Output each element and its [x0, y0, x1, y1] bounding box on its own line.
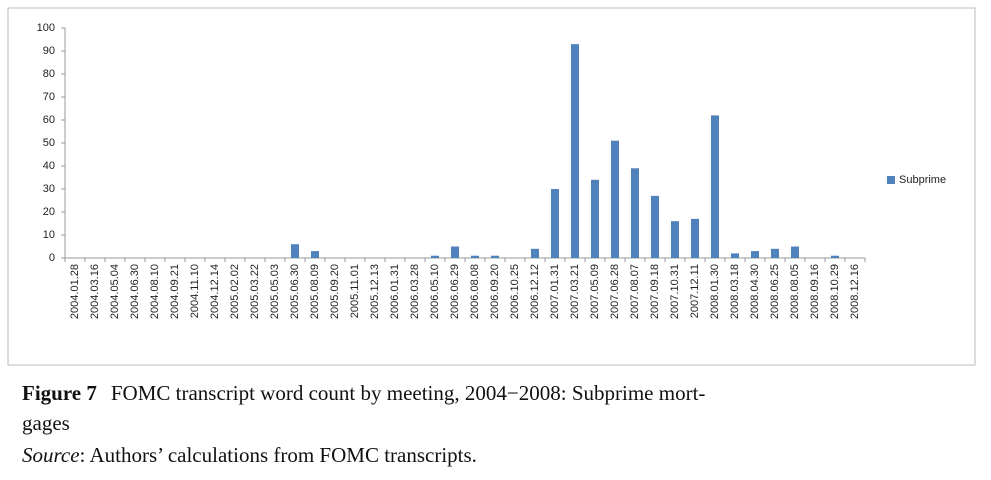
x-tick-label: 2006.05.10	[429, 264, 441, 319]
x-tick-label: 2005.02.02	[229, 264, 241, 319]
x-tick-label: 2004.11.10	[189, 264, 201, 318]
x-tick-label: 2007.03.21	[569, 264, 581, 319]
bar	[631, 168, 639, 258]
source: Source: Authors’ calculations from FOMC …	[22, 443, 477, 467]
source-text: : Authors’ calculations from FOMC transc…	[80, 443, 477, 467]
x-tick-label: 2005.08.09	[309, 264, 321, 319]
bar	[711, 115, 719, 259]
x-tick-label: 2008.04.30	[749, 264, 761, 319]
y-tick-label: 50	[43, 137, 55, 149]
x-tick-label: 2008.10.29	[829, 264, 841, 319]
y-tick-label: 0	[49, 252, 55, 264]
bar	[451, 246, 459, 258]
x-tick-label: 2008.03.18	[729, 264, 741, 319]
y-tick-label: 30	[43, 183, 55, 195]
x-tick-label: 2007.05.09	[589, 264, 601, 319]
x-tick-label: 2008.09.16	[809, 264, 821, 319]
x-tick-label: 2007.09.18	[649, 264, 661, 319]
x-tick-label: 2004.09.21	[169, 264, 181, 319]
bar	[591, 179, 599, 258]
y-tick-label: 80	[43, 68, 55, 80]
bar	[651, 195, 659, 258]
x-tick-label: 2006.03.28	[409, 264, 421, 319]
x-tick-label: 2005.12.13	[369, 264, 381, 319]
x-tick-label: 2004.05.04	[109, 264, 121, 319]
bar	[691, 218, 699, 258]
y-tick-label: 20	[43, 206, 55, 218]
x-tick-label: 2007.06.28	[609, 264, 621, 319]
x-tick-label: 2006.06.29	[449, 264, 461, 319]
x-tick-label: 2006.08.08	[469, 264, 481, 319]
x-tick-label: 2008.01.30	[709, 264, 721, 319]
x-tick-label: 2007.10.31	[669, 264, 681, 319]
bar	[531, 248, 539, 258]
legend-swatch	[887, 176, 895, 184]
y-tick-label: 40	[43, 160, 55, 172]
x-tick-label: 2008.08.05	[789, 264, 801, 319]
bar	[311, 251, 319, 258]
x-tick-label: 2005.09.20	[329, 264, 341, 319]
source-label: Source	[22, 443, 80, 467]
x-tick-label: 2004.12.14	[209, 264, 221, 319]
y-tick-label: 90	[43, 45, 55, 57]
bar	[611, 140, 619, 258]
bar	[671, 221, 679, 258]
x-tick-label: 2005.06.30	[289, 264, 301, 319]
x-tick-label: 2008.06.25	[769, 264, 781, 319]
x-tick-label: 2005.03.22	[249, 264, 261, 319]
x-tick-label: 2006.12.12	[529, 264, 541, 319]
x-tick-label: 2004.08.10	[149, 264, 161, 319]
x-tick-label: 2006.01.31	[389, 264, 401, 319]
x-tick-label: 2004.01.28	[69, 264, 81, 319]
legend-label: Subprime	[899, 174, 946, 186]
chart-frame	[7, 7, 976, 366]
x-tick-label: 2006.10.25	[509, 264, 521, 319]
bar	[291, 244, 299, 258]
bar	[471, 255, 479, 258]
x-tick-label: 2007.12.11	[689, 264, 701, 318]
x-tick-label: 2004.06.30	[129, 264, 141, 319]
bar	[791, 246, 799, 258]
caption-line: FOMC transcript word count by meeting, 2…	[111, 381, 706, 405]
bar	[751, 251, 759, 258]
bar	[731, 253, 739, 258]
figure-label: Figure 7	[22, 381, 97, 405]
x-tick-label: 2007.01.31	[549, 264, 561, 319]
y-tick-label: 100	[37, 22, 55, 34]
y-tick-label: 70	[43, 91, 55, 103]
caption: Figure 7 FOMC transcript word count by me…	[22, 381, 705, 405]
x-tick-label: 2008.12.16	[849, 264, 861, 319]
y-tick-label: 10	[43, 229, 55, 241]
bar	[571, 44, 579, 258]
bar	[551, 189, 559, 258]
caption-line: gages	[22, 411, 70, 435]
x-tick-label: 2004.03.16	[89, 264, 101, 319]
x-tick-label: 2007.08.07	[629, 264, 641, 319]
bar	[771, 248, 779, 258]
x-tick-label: 2005.11.01	[349, 264, 361, 318]
x-tick-label: 2006.09.20	[489, 264, 501, 319]
y-tick-label: 60	[43, 114, 55, 126]
bar	[491, 255, 499, 258]
bar	[831, 255, 839, 258]
bar	[431, 255, 439, 258]
x-tick-label: 2005.05.03	[269, 264, 281, 319]
